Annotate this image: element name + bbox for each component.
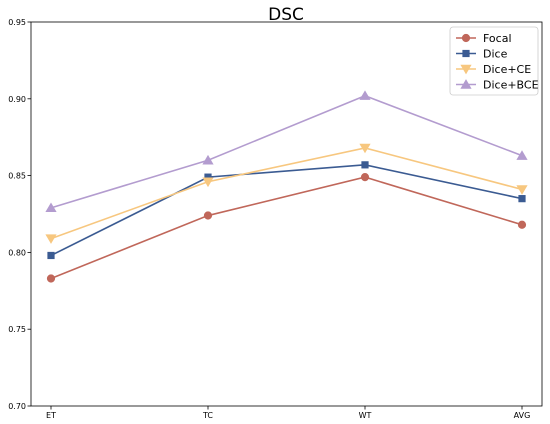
legend: Focal Dice Dice+CE Dice+BCE [449,26,539,96]
y-tick-label: 0.70 [8,402,26,411]
x-tick-label: ET [46,411,56,420]
series-line [50,94,523,209]
data-point [45,202,57,213]
legend-marker [460,64,472,75]
y-tick-label: 0.80 [8,248,26,257]
legend-marker [460,79,472,89]
series-line [50,147,523,240]
x-tick-label: TC [202,411,213,420]
data-point [516,150,528,160]
data-point [202,177,214,188]
data-point [204,173,212,181]
series-focal [46,173,527,283]
series-line [50,164,523,257]
chart-title: DSC [268,5,304,25]
series-dice [47,161,526,260]
legend-label: Dice+BCE [483,79,539,92]
legend-entry: Dice [456,48,508,61]
y-tick-label: 0.75 [8,325,26,334]
data-point [516,185,528,195]
axes: 0.70 0.75 0.80 0.85 0.90 0.95 ET TC WT AVG [8,18,530,420]
data-point [359,143,371,154]
y-tick-label: 0.95 [8,18,26,27]
data-point [46,274,56,283]
data-point [360,173,370,182]
series-dice-bce [45,90,528,213]
legend-label: Focal [483,32,512,45]
series-line [50,176,523,280]
data-point [203,211,213,220]
legend-entry: Focal [456,32,512,45]
legend-box [449,26,539,96]
data-point [45,234,57,244]
legend-marker [461,33,471,43]
y-tick-label: 0.85 [8,172,26,181]
data-point [518,195,526,203]
x-tick-label: WT [359,411,372,420]
data-point [361,161,369,169]
y-tick-label: 0.90 [8,95,26,104]
series-dice-ce [45,143,528,244]
data-point [517,220,527,229]
legend-label: Dice+CE [483,63,531,76]
legend-entry: Dice+CE [456,63,531,76]
x-tick-label: AVG [514,411,531,420]
legend-label: Dice [483,48,508,61]
plot-frame [30,21,543,407]
series-layer [45,90,528,283]
data-point [202,154,214,165]
legend-marker [462,49,470,58]
data-point [359,90,371,100]
legend-entry: Dice+BCE [456,79,539,92]
data-point [47,251,55,260]
